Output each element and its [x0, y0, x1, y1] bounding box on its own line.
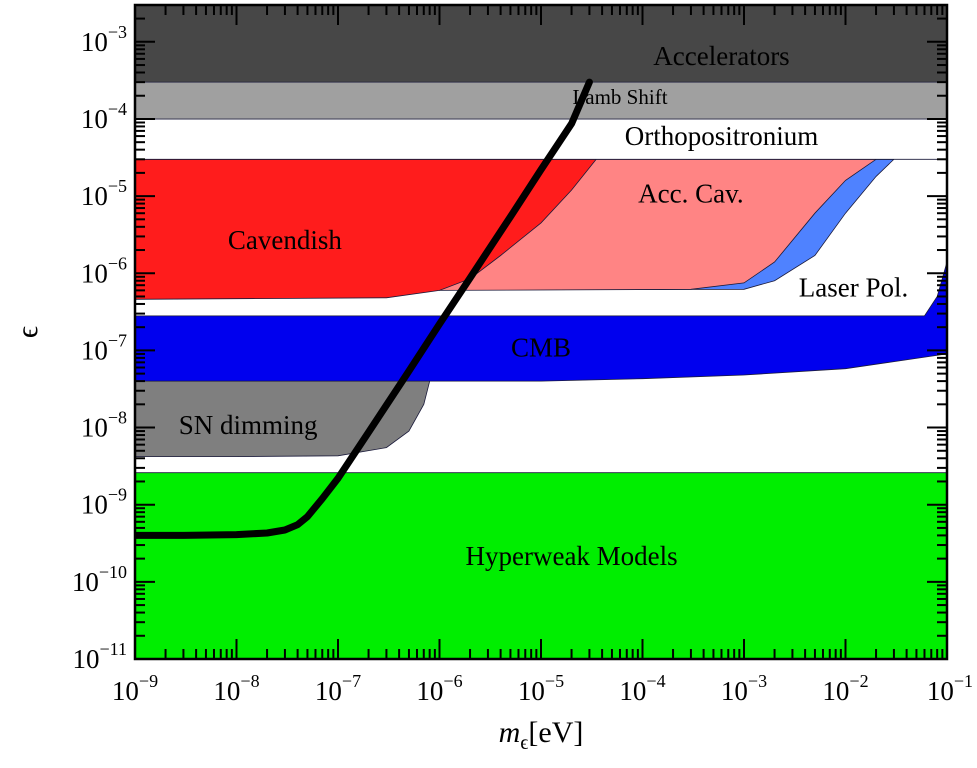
y-tick-label: 10−7: [81, 330, 127, 365]
x-tick-label: 10−8: [213, 671, 259, 706]
y-tick-label: 10−3: [81, 22, 127, 57]
y-tick-label: 10−8: [81, 408, 127, 443]
data-series: [135, 78, 593, 539]
y-tick-label: 10−10: [72, 562, 127, 597]
label-hyperweak-models: Hyperweak Models: [465, 541, 677, 571]
label-laser-pol: Laser Pol.: [799, 273, 908, 303]
y-tick-labels: 10−11 10−10 10−9 10−8 10−7 10−6 10−5 10−4 10−3: [72, 22, 127, 674]
x-tick-labels: 10−9 10−8 10−7 10−6 10−5 10−4 10−3 10−2 10−1: [112, 671, 973, 706]
x-axis-label-subscript: ϵ: [520, 732, 528, 754]
label-cmb: CMB: [511, 333, 571, 363]
y-tick-label: 10−9: [81, 485, 127, 520]
region-lamb-shift: [135, 81, 947, 120]
label-acc-cav: Acc. Cav.: [638, 178, 743, 208]
series-curve-0: [135, 78, 593, 539]
x-axis-label: mϵ[eV]: [499, 716, 584, 754]
axis-ticks: [134, 4, 948, 660]
plot-frame: [133, 3, 949, 661]
x-axis-label-suffix: [eV]: [528, 716, 583, 749]
y-tick-label: 10−5: [81, 176, 127, 211]
region-labels: Hyperweak Models SN dimming CMB Laser Pol. A…: [179, 41, 909, 571]
label-lamb-shift: Lamb Shift: [572, 85, 667, 109]
x-tick-label: 10−7: [315, 671, 361, 706]
label-orthopositronium: Orthopositronium: [625, 121, 819, 151]
x-tick-label: 10−2: [822, 671, 868, 706]
y-tick-label: 10−4: [81, 99, 127, 134]
x-tick-label: 10−4: [619, 671, 665, 706]
region-hyperweak-models: [135, 472, 947, 659]
label-sn-dimming: SN dimming: [179, 410, 318, 440]
x-tick-label: 10−3: [721, 671, 767, 706]
x-axis-label-base: m: [499, 716, 521, 749]
region-sn-dimming: [135, 380, 431, 457]
x-tick-label: 10−9: [112, 671, 158, 706]
label-accelerators: Accelerators: [653, 41, 789, 71]
y-tick-label: 10−6: [81, 253, 127, 288]
x-tick-label: 10−6: [416, 671, 462, 706]
x-tick-label: 10−5: [518, 671, 564, 706]
y-tick-label: 10−11: [73, 639, 127, 674]
y-axis-label: ϵ: [11, 326, 44, 338]
x-tick-label: 10−1: [927, 671, 973, 706]
region-orthopositronium: [135, 118, 947, 160]
label-cavendish: Cavendish: [228, 225, 342, 255]
